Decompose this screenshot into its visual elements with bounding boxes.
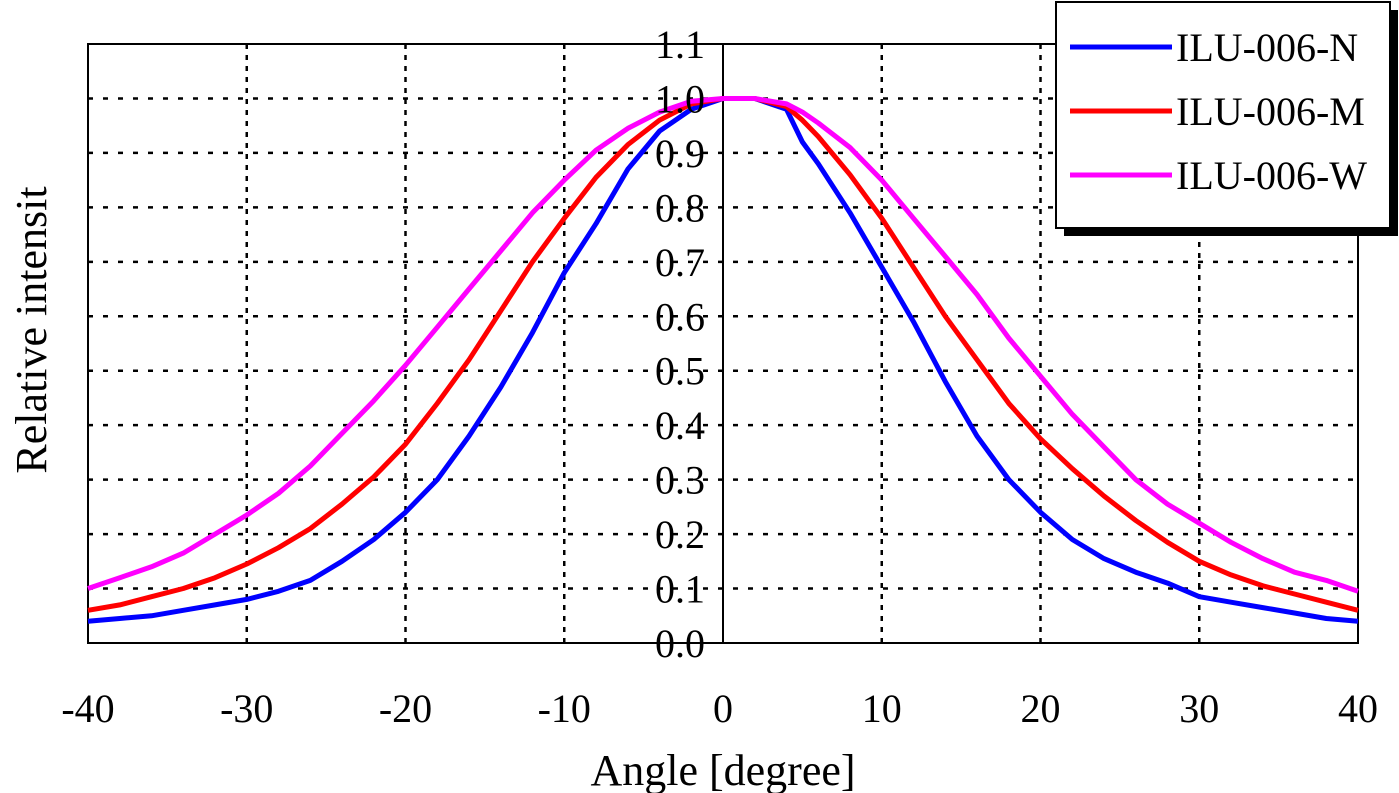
x-tick-label: -30 (220, 686, 273, 731)
x-tick-label: 20 (1021, 686, 1061, 731)
x-tick-label: 30 (1179, 686, 1219, 731)
y-tick-label: 0.9 (655, 131, 705, 176)
y-tick-label: 0.2 (655, 512, 705, 557)
y-tick-label: 0.0 (655, 621, 705, 666)
y-tick-label: 0.6 (655, 294, 705, 339)
y-tick-label: 0.8 (655, 185, 705, 230)
y-tick-label: 0.7 (655, 240, 705, 285)
x-tick-label: 0 (713, 686, 733, 731)
y-axis-label: Relative intensit (7, 186, 56, 473)
legend-label-1: ILU-006-M (1176, 89, 1365, 134)
y-tick-label: 1.0 (655, 76, 705, 121)
y-tick-label: 0.4 (655, 403, 705, 448)
x-tick-label: -20 (379, 686, 432, 731)
series-line-2 (87, 96, 1359, 594)
series-group (87, 96, 1359, 624)
legend-label-0: ILU-006-N (1176, 25, 1358, 70)
legend: ILU-006-N ILU-006-M ILU-006-W (1055, 1, 1398, 236)
legend-label-2: ILU-006-W (1176, 153, 1367, 198)
legend-box (1055, 1, 1391, 229)
x-tick-label: -40 (61, 686, 114, 731)
x-tick-label: 10 (862, 686, 902, 731)
x-tick-label: -10 (538, 686, 591, 731)
y-tick-labels: 0.0 0.1 0.2 0.3 0.4 0.5 0.6 0.7 0.8 0.9 1.0 1.1 (655, 22, 705, 666)
y-tick-label: 0.3 (655, 458, 705, 503)
y-tick-label: 0.5 (655, 349, 705, 394)
y-tick-label: 0.1 (655, 567, 705, 612)
x-tick-labels: -40 -30 -20 -10 0 10 20 30 40 (61, 686, 1378, 731)
legend-items: ILU-006-N ILU-006-M ILU-006-W (1070, 25, 1367, 198)
y-tick-label: 1.1 (655, 22, 705, 67)
x-axis-label: Angle [degree] (590, 746, 855, 793)
x-tick-label: 40 (1338, 686, 1378, 731)
